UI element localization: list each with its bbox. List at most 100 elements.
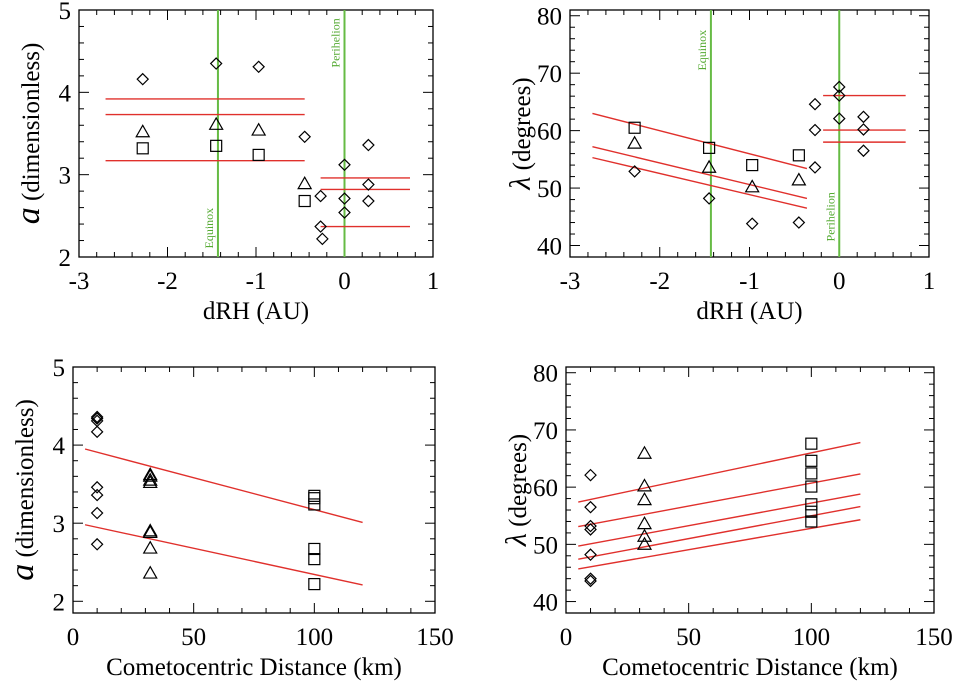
point-diamond bbox=[702, 192, 716, 205]
x-tick-label: 1 bbox=[923, 268, 936, 295]
x-axis-label: Cometocentric Distance (km) bbox=[602, 654, 898, 681]
point-diamond bbox=[808, 123, 822, 137]
point-diamond bbox=[792, 216, 806, 229]
x-tick-label: -3 bbox=[69, 268, 90, 295]
fit-line bbox=[578, 441, 861, 503]
y-tick-label: 2 bbox=[59, 245, 72, 272]
y-tick-label: 4 bbox=[59, 80, 72, 107]
panel-bottom-right: 0 50 100 150 40 50 60 70 80 Cometocentric Distanc… bbox=[500, 361, 953, 681]
fit-line bbox=[84, 448, 363, 524]
point-diamond bbox=[628, 165, 641, 178]
point-triangle bbox=[142, 524, 158, 539]
point-diamond bbox=[584, 548, 597, 561]
point-triangle bbox=[627, 135, 643, 149]
panel-bottom-left: 0 50 100 150 2 3 4 5 Cometocentric Distance (km)… bbox=[4, 355, 454, 681]
point-square bbox=[805, 515, 818, 528]
point-diamond bbox=[90, 410, 104, 424]
y-tick-label: 40 bbox=[537, 234, 562, 261]
y-tick-label: 4 bbox=[53, 433, 66, 460]
point-square bbox=[628, 121, 641, 134]
x-tick-label: 150 bbox=[416, 624, 454, 651]
point-triangle bbox=[636, 478, 653, 492]
x-tick-label: 50 bbox=[181, 624, 206, 651]
y-axis-label: a (dimensionless) bbox=[10, 43, 47, 225]
point-triangle bbox=[701, 159, 717, 173]
point-triangle bbox=[142, 468, 158, 482]
x-axis-label: dRH (AU) bbox=[696, 298, 802, 325]
y-tick-label: 2 bbox=[53, 589, 66, 616]
point-diamond bbox=[745, 217, 759, 231]
plot-frame bbox=[78, 9, 434, 258]
point-triangle bbox=[135, 124, 151, 138]
y-axis-label-symbol: a bbox=[10, 207, 47, 224]
y-tick-label: 3 bbox=[59, 163, 72, 190]
point-square bbox=[308, 492, 321, 505]
x-tick-label: -1 bbox=[739, 268, 760, 295]
point-square bbox=[805, 480, 818, 493]
point-triangle bbox=[251, 122, 267, 136]
y-tick-label: 5 bbox=[59, 0, 72, 25]
x-tick-label: -2 bbox=[649, 268, 670, 295]
point-triangle bbox=[791, 172, 807, 186]
vline-label-equinox: Equinox bbox=[695, 30, 709, 71]
point-diamond bbox=[338, 192, 351, 205]
y-axis-label: λ (degrees) bbox=[500, 434, 533, 547]
point-diamond bbox=[362, 138, 375, 152]
panel-top-left: -3 -2 -1 0 1 2 3 4 5 dRH (AU) a (dimensionless) Equ… bbox=[10, 0, 439, 325]
y-axis-label: λ (degrees) bbox=[504, 77, 537, 190]
x-tick-label: 150 bbox=[915, 624, 953, 651]
point-square bbox=[792, 149, 805, 162]
point-diamond bbox=[584, 468, 597, 482]
x-axis-label: dRH (AU) bbox=[203, 298, 309, 325]
point-diamond bbox=[90, 425, 104, 439]
point-triangle bbox=[208, 116, 224, 130]
point-diamond bbox=[832, 89, 846, 102]
x-tick-label: -2 bbox=[157, 268, 178, 295]
point-triangle bbox=[142, 540, 158, 554]
point-square bbox=[308, 489, 321, 502]
point-square bbox=[136, 142, 149, 155]
point-diamond bbox=[209, 57, 223, 70]
x-tick-label: -1 bbox=[246, 268, 267, 295]
point-square bbox=[308, 553, 321, 566]
point-square bbox=[703, 141, 716, 154]
point-diamond bbox=[90, 412, 104, 425]
y-tick-label: 80 bbox=[533, 361, 558, 388]
point-diamond bbox=[832, 112, 846, 125]
point-triangle bbox=[142, 565, 158, 579]
point-diamond bbox=[90, 488, 104, 502]
vline-label-equinox: Equinox bbox=[202, 208, 216, 249]
point-square bbox=[252, 148, 265, 162]
x-axis-label: Cometocentric Distance (km) bbox=[106, 654, 402, 681]
point-diamond bbox=[362, 178, 375, 191]
fit-line bbox=[578, 473, 861, 528]
fit-line bbox=[592, 112, 808, 170]
y-tick-label: 50 bbox=[533, 532, 558, 559]
point-diamond bbox=[584, 500, 597, 514]
fit-line bbox=[578, 519, 861, 570]
point-diamond bbox=[314, 189, 327, 203]
point-triangle bbox=[142, 523, 158, 537]
y-axis-label: a (dimensionless) bbox=[4, 399, 41, 581]
point-triangle bbox=[142, 472, 158, 486]
point-triangle bbox=[636, 528, 653, 542]
vline-label-perihelion: Perihelion bbox=[329, 18, 343, 67]
fit-line bbox=[592, 156, 808, 209]
point-triangle bbox=[636, 516, 653, 530]
point-diamond bbox=[316, 232, 329, 246]
point-diamond bbox=[584, 574, 597, 588]
y-tick-label: 60 bbox=[537, 119, 562, 146]
point-triangle bbox=[636, 445, 653, 459]
fit-line bbox=[84, 524, 363, 586]
y-axis-label-text: (degrees) bbox=[505, 434, 532, 533]
y-axis-label-text: (degrees) bbox=[509, 77, 536, 176]
vline-label-perihelion: Perihelion bbox=[823, 192, 837, 241]
point-square bbox=[805, 467, 818, 480]
point-diamond bbox=[136, 72, 150, 86]
point-diamond bbox=[584, 572, 597, 586]
y-tick-label: 3 bbox=[53, 511, 66, 538]
point-diamond bbox=[584, 519, 597, 533]
y-tick-label: 70 bbox=[533, 418, 558, 445]
point-square bbox=[805, 454, 818, 467]
